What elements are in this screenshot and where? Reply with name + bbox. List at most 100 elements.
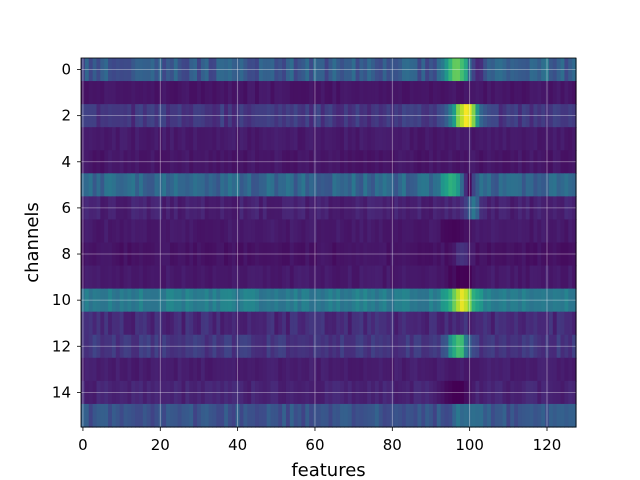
heatmap-cell: [371, 265, 376, 290]
heatmap-cell: [227, 81, 233, 105]
heatmap-cell: [471, 219, 477, 244]
heatmap-cell: [548, 173, 554, 197]
heatmap-cell: [564, 173, 569, 197]
heatmap-cell: [216, 127, 221, 151]
heatmap-cell: [413, 58, 419, 82]
heatmap-cell: [340, 380, 345, 405]
heatmap-cell: [316, 104, 322, 128]
heatmap-cell: [131, 196, 136, 221]
heatmap-cell: [231, 403, 237, 428]
heatmap-cell: [146, 196, 152, 221]
heatmap-cell: [231, 219, 237, 244]
heatmap-cell: [243, 104, 248, 128]
heatmap-cell: [251, 81, 256, 105]
heatmap-cell: [386, 173, 391, 197]
heatmap-cell: [487, 403, 492, 428]
heatmap-cell: [429, 311, 434, 336]
heatmap-cell: [158, 150, 163, 174]
heatmap-cell: [459, 357, 465, 382]
heatmap-cell: [216, 380, 221, 405]
heatmap-cell: [100, 311, 105, 336]
heatmap-cell: [421, 403, 426, 428]
heatmap-cell: [413, 311, 419, 336]
heatmap-cell: [456, 265, 461, 290]
heatmap-cell: [479, 380, 484, 405]
heatmap-cell: [529, 104, 535, 128]
heatmap-cell: [556, 403, 562, 428]
heatmap-cell: [204, 265, 210, 290]
heatmap-cell: [92, 380, 98, 405]
heatmap-cell: [119, 403, 125, 428]
heatmap-cell: [162, 311, 167, 336]
heatmap-cell: [243, 265, 248, 290]
heatmap-cell: [347, 380, 353, 405]
heatmap-cell: [401, 242, 407, 267]
heatmap-cell: [514, 104, 519, 128]
heatmap-cell: [313, 81, 318, 105]
heatmap-cell: [371, 288, 376, 313]
heatmap-cell: [100, 219, 105, 244]
heatmap-cell: [467, 58, 473, 82]
heatmap-cell: [506, 196, 511, 221]
heatmap-cell: [459, 81, 465, 105]
heatmap-cell: [251, 242, 256, 267]
heatmap-cell: [96, 58, 101, 82]
heatmap-cell: [517, 288, 523, 313]
heatmap-cell: [552, 265, 558, 290]
heatmap-cell: [154, 288, 159, 313]
heatmap-cell: [467, 265, 473, 290]
heatmap-cell: [398, 311, 403, 336]
heatmap-cell: [340, 265, 345, 290]
heatmap-cell: [185, 380, 190, 405]
heatmap-cell: [413, 357, 419, 382]
heatmap-cell: [316, 150, 322, 174]
heatmap-cell: [316, 173, 322, 197]
heatmap-cell: [258, 403, 264, 428]
heatmap-cell: [401, 150, 407, 174]
heatmap-cell: [463, 173, 469, 197]
heatmap-cell: [336, 219, 341, 244]
heatmap-cell: [320, 196, 326, 221]
heatmap-cell: [84, 357, 90, 382]
heatmap-cell: [81, 81, 86, 105]
heatmap-cell: [131, 150, 136, 174]
heatmap-cell: [545, 196, 550, 221]
heatmap-cell: [367, 81, 372, 105]
x-tick-label: 40: [228, 436, 247, 454]
heatmap-cell: [332, 150, 337, 174]
heatmap-cell: [440, 127, 446, 151]
heatmap-cell: [313, 357, 318, 382]
heatmap-cell: [394, 357, 399, 382]
heatmap-cell: [444, 173, 449, 197]
heatmap-cell: [374, 81, 380, 105]
heatmap-cell: [169, 357, 175, 382]
heatmap-cell: [382, 219, 388, 244]
heatmap-cell: [343, 380, 349, 405]
heatmap-cell: [235, 196, 241, 221]
heatmap-cell: [181, 265, 187, 290]
heatmap-cell: [108, 81, 113, 105]
heatmap-cell: [266, 380, 272, 405]
heatmap-cell: [239, 104, 245, 128]
heatmap-cell: [471, 150, 477, 174]
heatmap-cell: [371, 403, 376, 428]
heatmap-cell: [139, 150, 144, 174]
x-tick-label: 60: [305, 436, 324, 454]
heatmap-cell: [336, 104, 341, 128]
heatmap-cell: [429, 173, 434, 197]
heatmap-cell: [305, 58, 310, 82]
heatmap-cell: [166, 288, 171, 313]
heatmap-cell: [572, 219, 577, 244]
heatmap-cell: [502, 380, 507, 405]
heatmap-cell: [459, 242, 465, 267]
heatmap-cell: [533, 403, 538, 428]
heatmap-cell: [332, 58, 337, 82]
heatmap-cell: [247, 242, 252, 267]
heatmap-cell: [386, 81, 391, 105]
heatmap-cell: [529, 334, 535, 359]
heatmap-cell: [262, 81, 268, 105]
heatmap-cell: [231, 265, 237, 290]
heatmap-cell: [359, 265, 364, 290]
heatmap-cell: [251, 334, 256, 359]
